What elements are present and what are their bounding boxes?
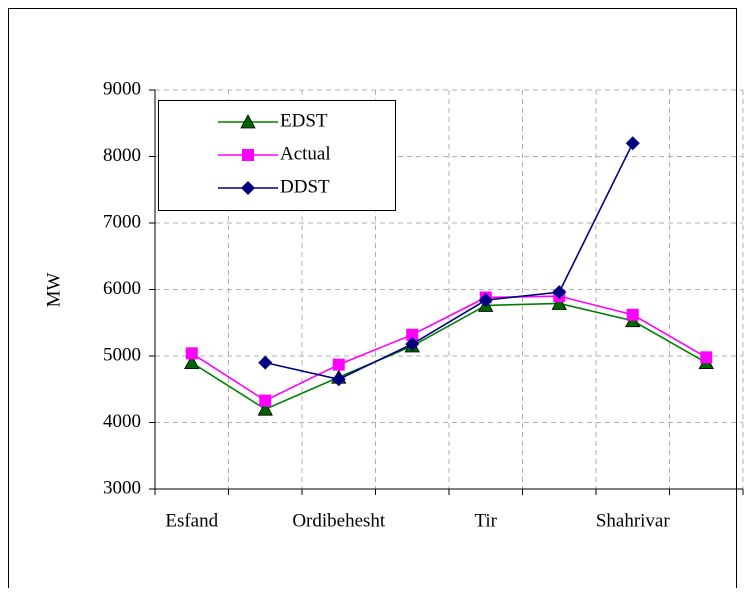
x-tick-label: Shahrivar: [596, 510, 671, 531]
y-tick-label: 3000: [103, 477, 141, 498]
marker: [405, 337, 420, 352]
marker: [240, 114, 256, 129]
y-tick-label: 5000: [103, 344, 141, 365]
marker: [478, 293, 493, 308]
x-tick-label: Tir: [474, 510, 497, 531]
legend-label: EDST: [280, 110, 328, 131]
chart-frame: [8, 8, 737, 593]
series-line: [265, 142, 634, 381]
y-tick-label: 7000: [103, 211, 141, 232]
x-tick-label: Ordibehesht: [292, 510, 386, 531]
marker: [258, 355, 273, 370]
marker: [185, 347, 198, 360]
marker: [241, 181, 255, 195]
marker: [242, 149, 254, 161]
y-tick-label: 4000: [103, 411, 141, 432]
y-tick-label: 9000: [103, 78, 141, 99]
marker: [332, 358, 345, 371]
marker: [625, 136, 640, 151]
series-line: [191, 302, 707, 411]
marker: [257, 401, 273, 416]
marker: [626, 308, 639, 321]
legend: EDST Actual DDST: [158, 100, 396, 211]
marker: [551, 295, 567, 310]
series-line: [191, 295, 707, 402]
y-axis-label: MW: [43, 273, 64, 308]
marker: [700, 351, 713, 364]
legend-label: Actual: [280, 143, 331, 164]
marker: [259, 394, 272, 407]
x-tick-label: Esfand: [165, 510, 218, 531]
marker: [184, 354, 200, 370]
marker: [552, 285, 567, 300]
legend-label: DDST: [280, 176, 330, 197]
y-tick-label: 6000: [103, 278, 141, 299]
marker: [406, 328, 419, 341]
marker: [331, 372, 346, 387]
y-tick-label: 8000: [103, 145, 141, 166]
